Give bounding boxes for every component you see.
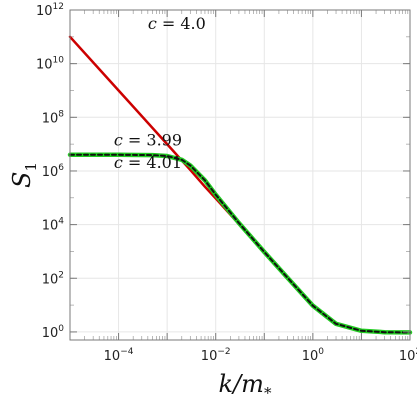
y-tick-labels: 100 102 104 106 108 1010 1012 bbox=[36, 2, 64, 341]
y-tick-label: 1010 bbox=[36, 56, 64, 73]
grid bbox=[69, 9, 411, 340]
x-tick-label: 100 bbox=[302, 347, 325, 364]
annotations: c = 4.0 c = 3.99 c = 4.01 bbox=[114, 14, 206, 172]
series-annotation: c = 4.01 bbox=[114, 153, 182, 172]
x-tick-label: 102 bbox=[399, 347, 417, 364]
y-tick-label: 102 bbox=[42, 270, 64, 287]
major-ticks bbox=[69, 9, 411, 340]
series-annotation: c = 4.0 bbox=[148, 14, 206, 33]
x-tick-label: 10−2 bbox=[201, 347, 231, 364]
y-tick-label: 106 bbox=[42, 163, 65, 180]
minor-ticks bbox=[70, 9, 410, 340]
series-lines bbox=[67, 35, 413, 335]
y-tick-label: 108 bbox=[42, 109, 65, 126]
y-axis-label: S1 bbox=[8, 162, 40, 188]
y-tick-label: 100 bbox=[42, 324, 65, 341]
y-tick-label: 104 bbox=[42, 217, 65, 234]
series-line-2 bbox=[67, 152, 413, 335]
series-line-1 bbox=[68, 35, 412, 334]
plot-frame bbox=[69, 9, 411, 341]
series-line-3 bbox=[69, 153, 411, 334]
series-annotation: c = 3.99 bbox=[114, 130, 182, 149]
x-axis-label: k/m* bbox=[219, 370, 272, 402]
x-tick-label: 10−4 bbox=[104, 347, 134, 364]
y-tick-label: 1012 bbox=[36, 2, 64, 19]
x-tick-labels: 10−4 10−2 100 102 bbox=[104, 347, 417, 364]
